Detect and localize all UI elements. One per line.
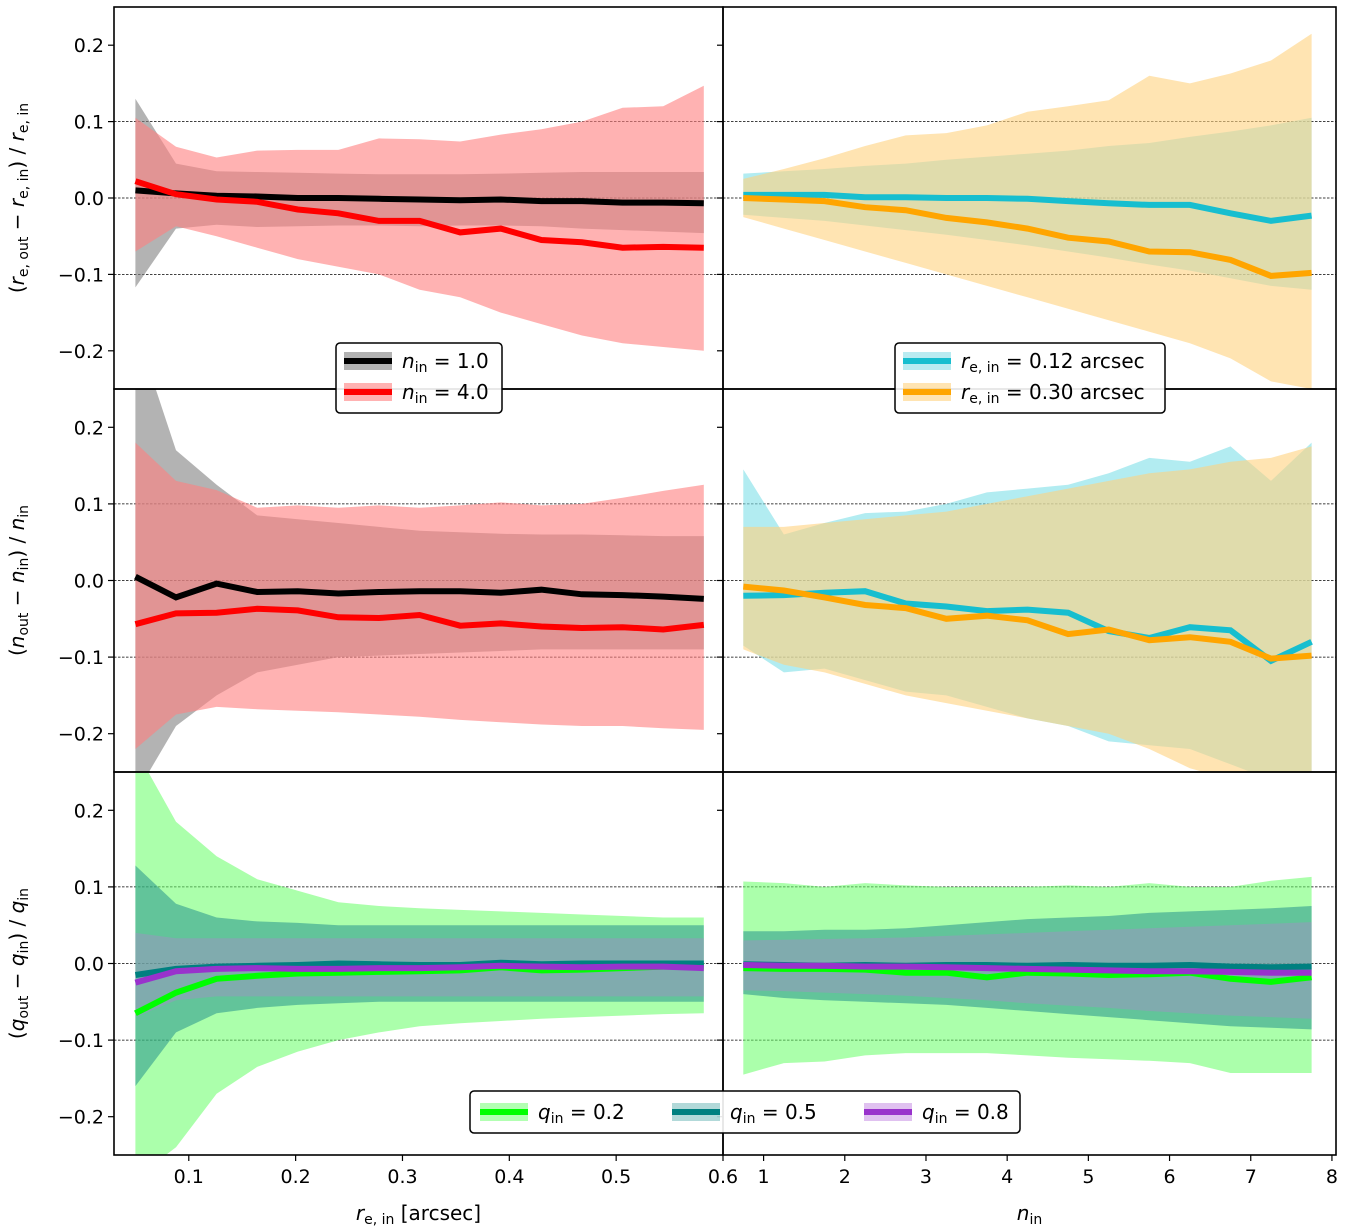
xtick-label: 8 [1326, 1166, 1338, 1188]
legend-frame [469, 1090, 1021, 1134]
band-series-1 [135, 442, 704, 749]
panel-r2-c1 [723, 876, 1336, 1075]
xtick-label: 0.6 [708, 1166, 738, 1188]
ytick-label: 0.2 [74, 35, 104, 57]
y-axis-label-row3: (qout − qin) / qin [5, 888, 32, 1039]
ytick-label: 0.0 [74, 188, 104, 210]
ytick-label: −0.2 [58, 1107, 104, 1129]
ytick-label: −0.1 [58, 1030, 104, 1052]
legend-label: nin = 4.0 [402, 380, 489, 407]
ytick-label: 0.1 [74, 877, 104, 899]
line-series-0 [743, 965, 1312, 985]
xtick-label: 0.1 [174, 1166, 204, 1188]
xtick-label: 7 [1245, 1166, 1257, 1188]
legend-label: qin = 0.8 [922, 1100, 1009, 1127]
band-series-1 [743, 33, 1312, 389]
legend-label: qin = 0.2 [538, 1100, 625, 1127]
line-series-0 [134, 574, 704, 602]
xtick-label: 5 [1082, 1166, 1094, 1188]
ytick-label: 0.0 [74, 954, 104, 976]
line-series-1 [743, 583, 1312, 662]
line-series-0 [743, 588, 1313, 665]
line-series-1 [134, 605, 705, 633]
ytick-label: 0.2 [74, 800, 104, 822]
panels [114, 33, 1336, 1155]
legend-label: nin = 1.0 [402, 349, 489, 376]
legend-label: qin = 0.5 [730, 1100, 817, 1127]
ytick-label: −0.2 [58, 341, 104, 363]
legend-label: re, in = 0.12 arcsec [961, 349, 1145, 376]
ytick-label: −0.2 [58, 724, 104, 746]
xtick-label: 2 [839, 1166, 851, 1188]
band-series-2 [135, 932, 704, 1018]
panel-r0-c1 [723, 33, 1336, 389]
ytick-label: 0.1 [74, 494, 104, 516]
panel-r1-c1 [723, 442, 1336, 772]
ytick-label: 0.1 [74, 112, 104, 134]
ytick-label: 0.0 [74, 571, 104, 593]
ytick-label: 0.2 [74, 417, 104, 439]
xtick-label: 0.3 [387, 1166, 417, 1188]
xtick-label: 6 [1164, 1166, 1176, 1188]
legend-q-in: qin = 0.2 qin = 0.5 qin = 0.8 [469, 1090, 1021, 1134]
line-series-1 [134, 178, 704, 251]
xtick-label: 0.4 [494, 1166, 524, 1188]
xtick-label: 4 [1001, 1166, 1013, 1188]
panel-r0-c0 [114, 85, 723, 351]
legend-label: re, in = 0.30 arcsec [961, 380, 1145, 407]
y-axis-label-row1: (re, out − re, in) / re, in [5, 103, 32, 293]
legend-frame [894, 342, 1166, 414]
line-series-0 [135, 187, 704, 207]
line-series-2 [134, 962, 704, 986]
xtick-label: 0.2 [281, 1166, 311, 1188]
legend-r-in: re, in = 0.12 arcsec re, in = 0.30 arcsec [894, 342, 1166, 414]
xtick-label: 0.5 [601, 1166, 631, 1188]
axis-labels: re, in [arcsec] nin (re, out − re, in) / r… [5, 103, 1042, 1228]
panel-r1-c0 [114, 389, 723, 772]
line-series-0 [743, 191, 1312, 224]
y-axis-label-row2: (nout − nin) / nin [5, 505, 32, 656]
legend-n-in: nin = 1.0 nin = 4.0 [335, 342, 503, 414]
xtick-label: 3 [920, 1166, 932, 1188]
x-axis-label-right: nin [1017, 1201, 1042, 1228]
ytick-label: −0.1 [58, 264, 104, 286]
x-axis-label-left: re, in [arcsec] [356, 1201, 481, 1228]
xtick-label: 1 [758, 1166, 770, 1188]
panel-r2-c0 [114, 772, 723, 1155]
axis-ticks: 0.2 0.1 0.0 −0.1 −0.2 0.2 0.1 0.0 −0.1 −0.2 0.2 0.1… [58, 35, 1338, 1188]
line-series-2 [743, 962, 1312, 976]
ytick-label: −0.1 [58, 647, 104, 669]
band-series-1 [135, 865, 704, 1087]
line-series-1 [743, 195, 1312, 279]
